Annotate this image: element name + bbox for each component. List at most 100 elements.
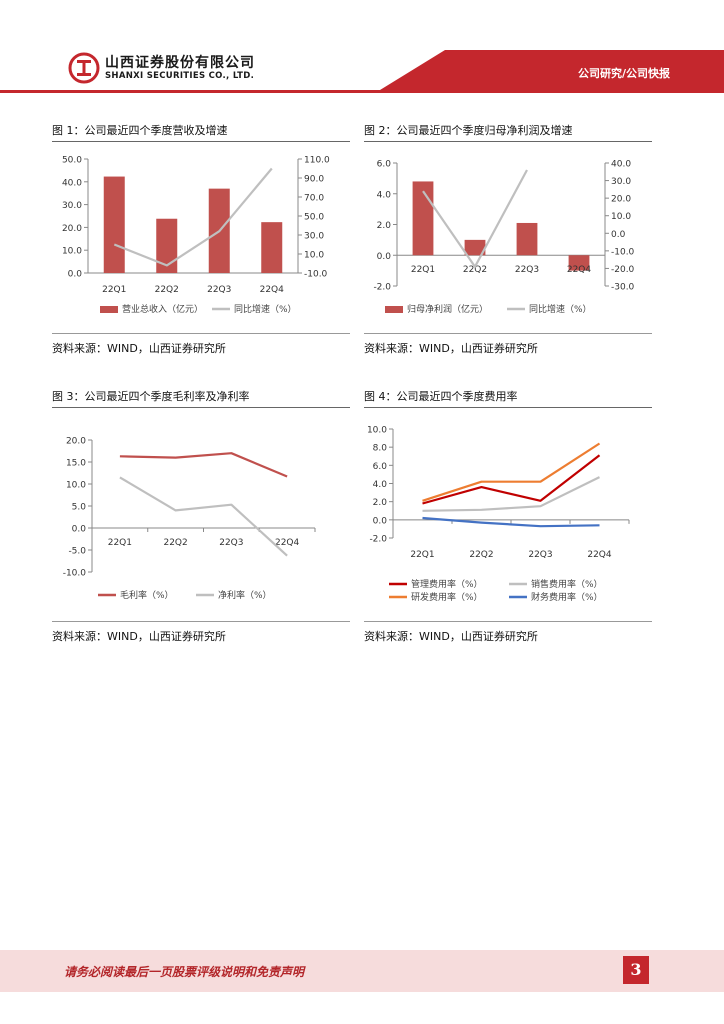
legend-bar-label: 归母净利润（亿元） bbox=[407, 303, 488, 315]
footer-disclaimer: 请务必阅读最后一页股票评级说明和免责声明 bbox=[64, 965, 305, 979]
figure-4-title: 图 4：公司最近四个季度费用率 bbox=[364, 390, 518, 403]
figure-3-title: 图 3：公司最近四个季度毛利率及净利率 bbox=[52, 390, 250, 403]
right-tick-label: 20.0 bbox=[611, 195, 631, 205]
y-tick-label: -5.0 bbox=[68, 547, 86, 557]
y-tick-label: 10.0 bbox=[367, 426, 387, 436]
y-tick-label: 8.0 bbox=[373, 444, 388, 454]
figure-1-bottom-rule bbox=[52, 333, 350, 334]
left-tick-label: 0.0 bbox=[68, 270, 83, 280]
category-label: 22Q3 bbox=[219, 538, 243, 548]
series-line-1 bbox=[422, 476, 600, 512]
growth-line bbox=[422, 169, 528, 268]
legend-item-1-label: 销售费用率（%） bbox=[531, 578, 603, 590]
legend-item-2-label: 研发费用率（%） bbox=[411, 591, 483, 603]
legend-bar-swatch bbox=[100, 306, 118, 313]
y-tick-label: 0.0 bbox=[373, 516, 388, 526]
legend-bar-label: 营业总收入（亿元） bbox=[122, 303, 203, 315]
bar-22Q4 bbox=[568, 255, 590, 271]
left-tick-label: 6.0 bbox=[377, 160, 392, 170]
category-label: 22Q2 bbox=[163, 538, 187, 548]
left-tick-label: 4.0 bbox=[377, 190, 392, 200]
company-name-cn: 山西证券股份有限公司 bbox=[105, 55, 255, 71]
y-tick-label: 6.0 bbox=[373, 462, 388, 472]
figure-4-top-rule bbox=[364, 407, 652, 408]
y-tick-label: 15.0 bbox=[66, 459, 86, 469]
right-tick-label: 40.0 bbox=[611, 160, 631, 170]
category-label: 22Q4 bbox=[567, 265, 592, 275]
y-tick-label: 10.0 bbox=[66, 481, 86, 491]
left-tick-label: 50.0 bbox=[62, 156, 82, 166]
series-line-0 bbox=[422, 454, 601, 505]
right-tick-label: -10.0 bbox=[611, 247, 635, 257]
y-tick-label: 0.0 bbox=[72, 525, 87, 535]
page-footer bbox=[0, 950, 724, 992]
figure-4-bottom-rule bbox=[364, 621, 652, 622]
figure-3-top-rule bbox=[52, 407, 350, 408]
right-tick-label: 30.0 bbox=[611, 177, 631, 187]
company-logo-icon bbox=[68, 52, 100, 84]
left-tick-label: -2.0 bbox=[373, 283, 391, 293]
series-line-2 bbox=[422, 442, 601, 502]
right-tick-label: 110.0 bbox=[304, 156, 330, 166]
right-tick-label: -20.0 bbox=[611, 265, 635, 275]
category-label: 22Q4 bbox=[260, 285, 285, 295]
figure-1-top-rule bbox=[52, 141, 350, 142]
bar-22Q2 bbox=[156, 218, 178, 273]
category-label: 22Q4 bbox=[587, 550, 612, 560]
figure-2-source: 资料来源：WIND，山西证券研究所 bbox=[364, 342, 538, 355]
legend-item-0-label: 毛利率（%） bbox=[120, 589, 174, 601]
y-tick-label: 4.0 bbox=[373, 480, 388, 490]
left-tick-label: 2.0 bbox=[377, 221, 392, 231]
right-tick-label: 0.0 bbox=[611, 230, 626, 240]
y-tick-label: 20.0 bbox=[66, 437, 86, 447]
legend-item-3-label: 财务费用率（%） bbox=[531, 591, 603, 603]
right-tick-label: -10.0 bbox=[304, 270, 328, 280]
series-line-3 bbox=[422, 516, 600, 528]
legend-item-1-label: 净利率（%） bbox=[218, 589, 272, 601]
series-line-0 bbox=[119, 452, 288, 478]
figure-3-source: 资料来源：WIND，山西证券研究所 bbox=[52, 630, 226, 643]
figure-2-bottom-rule bbox=[364, 333, 652, 334]
bar-22Q2 bbox=[464, 239, 486, 256]
right-tick-label: 10.0 bbox=[304, 251, 324, 261]
category-label: 22Q2 bbox=[155, 285, 179, 295]
figure-3-bottom-rule bbox=[52, 621, 350, 622]
chart-expense-ratios: 10.0 8.0 6.0 4.0 2.0 0.0 -2.0 22Q1 22Q2 22Q3 22Q4 管… bbox=[367, 426, 630, 603]
figure-2-title: 图 2：公司最近四个季度归母净利润及增速 bbox=[364, 124, 573, 137]
y-tick-label: -2.0 bbox=[369, 535, 387, 545]
left-tick-label: 40.0 bbox=[62, 178, 82, 188]
legend-line-label: 同比增速（%） bbox=[529, 303, 592, 315]
category-label: 22Q4 bbox=[275, 538, 300, 548]
y-tick-label: 5.0 bbox=[72, 503, 87, 513]
legend-bar-swatch bbox=[385, 306, 403, 313]
category-label: 22Q1 bbox=[102, 285, 126, 295]
y-tick-label: -10.0 bbox=[63, 569, 87, 579]
left-tick-label: 10.0 bbox=[62, 247, 82, 257]
left-tick-label: 20.0 bbox=[62, 224, 82, 234]
legend-line-label: 同比增速（%） bbox=[234, 303, 297, 315]
right-tick-label: 90.0 bbox=[304, 175, 324, 185]
growth-line bbox=[113, 167, 273, 267]
right-tick-label: 30.0 bbox=[304, 232, 324, 242]
category-label: 22Q2 bbox=[463, 265, 487, 275]
right-tick-label: 70.0 bbox=[304, 194, 324, 204]
header-band bbox=[0, 50, 724, 93]
company-name-en: SHANXI SECURITIES CO., LTD. bbox=[105, 71, 255, 81]
legend-item-0-label: 管理费用率（%） bbox=[411, 578, 483, 590]
series-line-1 bbox=[119, 476, 288, 557]
left-tick-label: 0.0 bbox=[377, 252, 392, 262]
figure-1-source: 资料来源：WIND，山西证券研究所 bbox=[52, 342, 226, 355]
category-label: 22Q1 bbox=[411, 265, 435, 275]
page-number: 3 bbox=[623, 956, 649, 984]
bar-22Q3 bbox=[516, 222, 538, 256]
figure-1-title: 图 1：公司最近四个季度营收及增速 bbox=[52, 124, 228, 137]
chart-net-profit: 6.0 4.0 2.0 0.0 -2.0 40.0 30.0 20.0 10.0 0.0 -10.0… bbox=[373, 160, 635, 316]
category-label: 22Q2 bbox=[469, 550, 493, 560]
right-tick-label: -30.0 bbox=[611, 283, 635, 293]
figure-2-top-rule bbox=[364, 141, 652, 142]
y-tick-label: 2.0 bbox=[373, 498, 388, 508]
category-label: 22Q3 bbox=[515, 265, 539, 275]
right-tick-label: 10.0 bbox=[611, 212, 631, 222]
chart-revenue: 50.0 40.0 30.0 20.0 10.0 0.0 110.0 90.0 70.0 50.0… bbox=[62, 156, 330, 316]
section-label: 公司研究/公司快报 bbox=[577, 67, 670, 80]
